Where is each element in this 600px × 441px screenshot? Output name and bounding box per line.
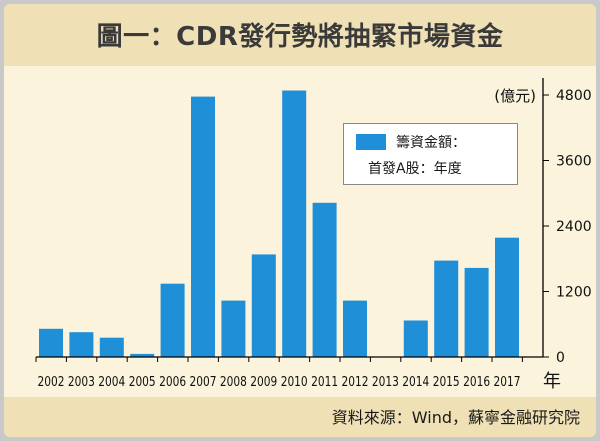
bar-2003: [69, 332, 94, 357]
y-tick-label-0: 0: [556, 350, 565, 366]
y-tick-label-2400: 2400: [556, 219, 592, 235]
source-band: [4, 397, 596, 437]
x-tick-label-2005: 2005: [129, 375, 156, 390]
x-tick-label-2017: 2017: [494, 375, 521, 390]
bar-2015: [434, 260, 459, 357]
y-axis-label: (億元): [494, 87, 536, 105]
x-axis-label: 年: [543, 371, 561, 392]
figure-panel: 圖一：CDR發行勢將抽緊市場資金 資料來源：Wind，蘇寧金融研究院: [4, 4, 596, 437]
bar-2006: [160, 283, 185, 357]
bar-2014: [403, 320, 428, 357]
y-tick-label-4800: 4800: [556, 88, 592, 104]
legend-swatch: [356, 134, 386, 150]
bar-2007: [191, 96, 215, 357]
x-tick-label-2011: 2011: [311, 375, 338, 390]
x-tick-label-2008: 2008: [220, 375, 247, 390]
x-tick-label-2007: 2007: [190, 375, 217, 390]
bar-2004: [99, 337, 124, 357]
bar-2002: [39, 328, 63, 357]
bar-2016: [464, 267, 489, 357]
bar-2008: [221, 300, 246, 357]
x-tick-label-2006: 2006: [159, 375, 186, 390]
bar-2005: [130, 353, 155, 357]
bar-2010: [282, 90, 307, 357]
x-tick-label-2012: 2012: [342, 375, 369, 390]
source-note: 資料來源：Wind，蘇寧金融研究院: [331, 408, 580, 427]
x-tick-label-2014: 2014: [402, 375, 429, 390]
bar-2011: [312, 202, 337, 357]
bar-2012: [343, 300, 367, 357]
y-tick-label-1200: 1200: [556, 285, 592, 301]
bar-2017: [495, 237, 519, 357]
legend-label-line1: 籌資金額：: [396, 135, 466, 151]
bar-2009: [251, 254, 276, 357]
legend: 籌資金額： 首發A股：年度: [343, 123, 518, 185]
x-tick-label-2004: 2004: [98, 375, 125, 390]
chart-title: 圖一：CDR發行勢將抽緊市場資金: [96, 22, 504, 52]
legend-label-line2: 首發A股：年度: [368, 161, 462, 177]
x-tick-label-2010: 2010: [281, 375, 308, 390]
x-tick-label-2009: 2009: [250, 375, 277, 390]
x-tick-label-2003: 2003: [68, 375, 95, 390]
x-tick-label-2015: 2015: [433, 375, 460, 390]
x-tick-label-2016: 2016: [463, 375, 490, 390]
x-tick-label-2002: 2002: [38, 375, 65, 390]
x-tick-label-2013: 2013: [372, 375, 399, 390]
title-band: [4, 4, 596, 66]
y-tick-label-3600: 3600: [556, 154, 592, 170]
